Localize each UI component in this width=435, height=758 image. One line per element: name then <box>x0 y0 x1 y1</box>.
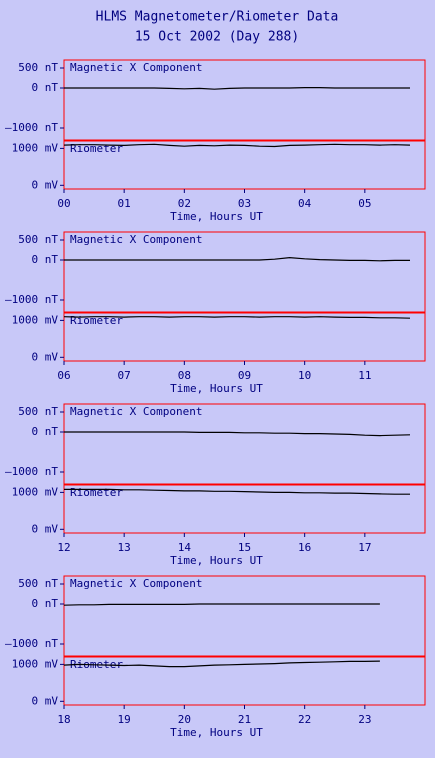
plot-frame <box>63 59 426 141</box>
y-tick-label: 0 mV <box>32 522 59 535</box>
subplot-title: Magnetic X Component <box>70 233 202 246</box>
x-tick-label: 03 <box>238 197 251 210</box>
x-tick-label: 00 <box>57 197 70 210</box>
x-tick-label: 14 <box>178 541 192 554</box>
x-tick-label: 22 <box>298 713 311 726</box>
subplot-title: Magnetic X Component <box>70 577 202 590</box>
x-tick-label: 01 <box>118 197 131 210</box>
x-tick-label: 23 <box>358 713 371 726</box>
subplot-title: Riometer <box>70 142 123 155</box>
subplot-title: Magnetic X Component <box>70 405 202 418</box>
x-tick-label: 04 <box>298 197 312 210</box>
x-tick-label: 12 <box>57 541 70 554</box>
data-line <box>64 431 411 437</box>
y-tick-label: 0 nT <box>32 425 59 438</box>
plot-frame <box>63 231 426 313</box>
y-tick-label: 1000 mV <box>12 141 59 154</box>
x-axis-label: Time, Hours UT <box>170 382 263 395</box>
y-tick-label: 0 mV <box>32 694 59 707</box>
y-tick-label: 500 nT <box>18 577 58 590</box>
x-tick-label: 07 <box>118 369 131 382</box>
y-tick-label: 1000 mV <box>12 313 59 326</box>
data-line <box>63 316 411 319</box>
y-tick-label: 1000 mV <box>12 657 59 670</box>
x-tick-label: 10 <box>298 369 311 382</box>
y-tick-label: 500 nT <box>18 61 58 74</box>
y-tick-label: –1000 nT <box>5 293 58 306</box>
subplot-title: Riometer <box>70 486 123 499</box>
x-tick-label: 11 <box>358 369 371 382</box>
x-tick-label: 08 <box>178 369 191 382</box>
y-tick-label: 0 nT <box>32 253 59 266</box>
subplot-title: Magnetic X Component <box>70 61 202 74</box>
plot-frame <box>63 575 426 657</box>
subplot-title: Riometer <box>70 658 123 671</box>
y-tick-label: 500 nT <box>18 405 58 418</box>
x-tick-label: 16 <box>298 541 311 554</box>
x-axis-label: Time, Hours UT <box>170 554 263 567</box>
page-title: HLMS Magnetometer/Riometer Data <box>96 10 339 25</box>
y-tick-label: –1000 nT <box>5 465 58 478</box>
y-tick-label: 500 nT <box>18 233 58 246</box>
x-tick-label: 21 <box>238 713 251 726</box>
x-tick-label: 06 <box>57 369 70 382</box>
y-tick-label: –1000 nT <box>5 637 58 650</box>
data-line <box>64 256 410 262</box>
x-tick-label: 17 <box>358 541 371 554</box>
page-subtitle: 15 Oct 2002 (Day 288) <box>135 30 299 45</box>
y-tick-label: 0 nT <box>32 597 59 610</box>
x-tick-label: 15 <box>238 541 251 554</box>
data-line <box>64 488 410 495</box>
x-tick-label: 20 <box>178 713 191 726</box>
x-tick-label: 09 <box>238 369 251 382</box>
subplot-title: Riometer <box>70 314 123 327</box>
y-tick-label: 1000 mV <box>12 485 59 498</box>
plot-frame <box>63 403 426 485</box>
data-line <box>64 87 410 90</box>
y-tick-label: 0 mV <box>32 178 59 191</box>
x-tick-label: 05 <box>358 197 371 210</box>
x-tick-label: 02 <box>178 197 191 210</box>
data-line <box>64 604 410 605</box>
y-tick-label: –1000 nT <box>5 121 58 134</box>
x-axis-label: Time, Hours UT <box>170 726 263 739</box>
x-axis-label: Time, Hours UT <box>170 210 263 223</box>
x-tick-label: 13 <box>118 541 131 554</box>
x-tick-label: 18 <box>57 713 70 726</box>
y-tick-label: 0 nT <box>32 81 59 94</box>
y-tick-label: 0 mV <box>32 350 59 363</box>
x-tick-label: 19 <box>118 713 131 726</box>
data-line <box>63 143 411 148</box>
